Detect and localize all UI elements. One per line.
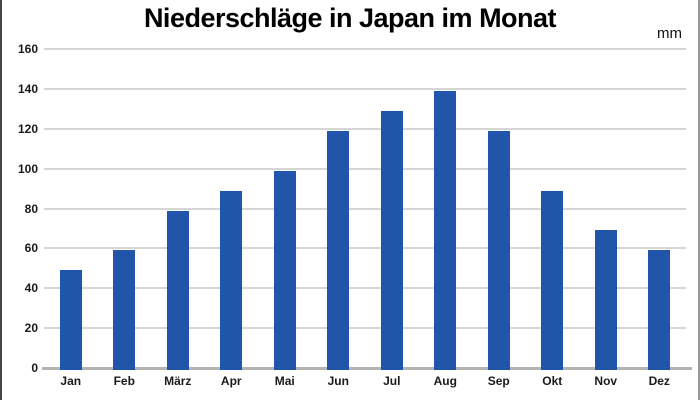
gridline-100 xyxy=(44,167,686,170)
y-tick-label-140: 140 xyxy=(17,81,38,96)
chart-title: Niederschläge in Japan im Monat xyxy=(143,3,557,33)
bar-mai xyxy=(273,170,296,370)
gridlines-layer xyxy=(44,48,686,368)
bar-jan xyxy=(59,270,82,370)
y-tick-label-120: 120 xyxy=(17,121,38,136)
y-tick-label-160: 160 xyxy=(17,42,38,56)
x-tick-label-apr: Apr xyxy=(220,374,242,388)
x-tick-label-jan: Jan xyxy=(60,374,82,388)
x-axis-line xyxy=(42,367,692,370)
x-tick-label-feb: Feb xyxy=(113,374,135,388)
gridline-160 xyxy=(44,48,686,50)
x-tick-label-jun: Jun xyxy=(327,374,349,388)
x-tick-label-jul: Jul xyxy=(383,374,401,388)
gridline-60 xyxy=(44,247,686,250)
unit-label: mm xyxy=(657,25,682,42)
gridline-40 xyxy=(44,287,686,290)
bar-apr xyxy=(220,190,243,370)
x-tick-label-dez: Dez xyxy=(648,374,670,388)
y-tick-label-80: 80 xyxy=(24,201,38,216)
bar-okt xyxy=(541,190,564,370)
x-tick-label-mai: Mai xyxy=(274,374,295,388)
bar-dez xyxy=(648,250,671,370)
y-tick-label-20: 20 xyxy=(24,321,38,336)
gridline-80 xyxy=(44,207,686,210)
bar-aug xyxy=(434,90,457,370)
x-tick-label-aug: Aug xyxy=(433,374,457,388)
plot-area xyxy=(42,48,692,370)
x-tick-label-sep: Sep xyxy=(487,374,510,388)
y-tick-label-100: 100 xyxy=(17,161,38,176)
x-tick-label-märz: März xyxy=(164,374,192,388)
gridline-120 xyxy=(44,127,686,130)
gridline-140 xyxy=(44,87,686,90)
gridline-20 xyxy=(44,327,686,330)
y-tick-label-0: 0 xyxy=(31,361,38,375)
x-tick-label-nov: Nov xyxy=(594,374,618,388)
bar-sep xyxy=(487,130,510,370)
y-tick-label-60: 60 xyxy=(24,241,38,256)
bar-märz xyxy=(166,210,189,370)
bars-layer xyxy=(44,49,686,370)
bar-feb xyxy=(113,250,136,370)
bar-nov xyxy=(594,230,617,370)
y-tick-label-40: 40 xyxy=(24,281,38,296)
bar-jul xyxy=(380,110,403,370)
bar-jun xyxy=(327,130,350,370)
x-tick-label-okt: Okt xyxy=(542,374,563,388)
